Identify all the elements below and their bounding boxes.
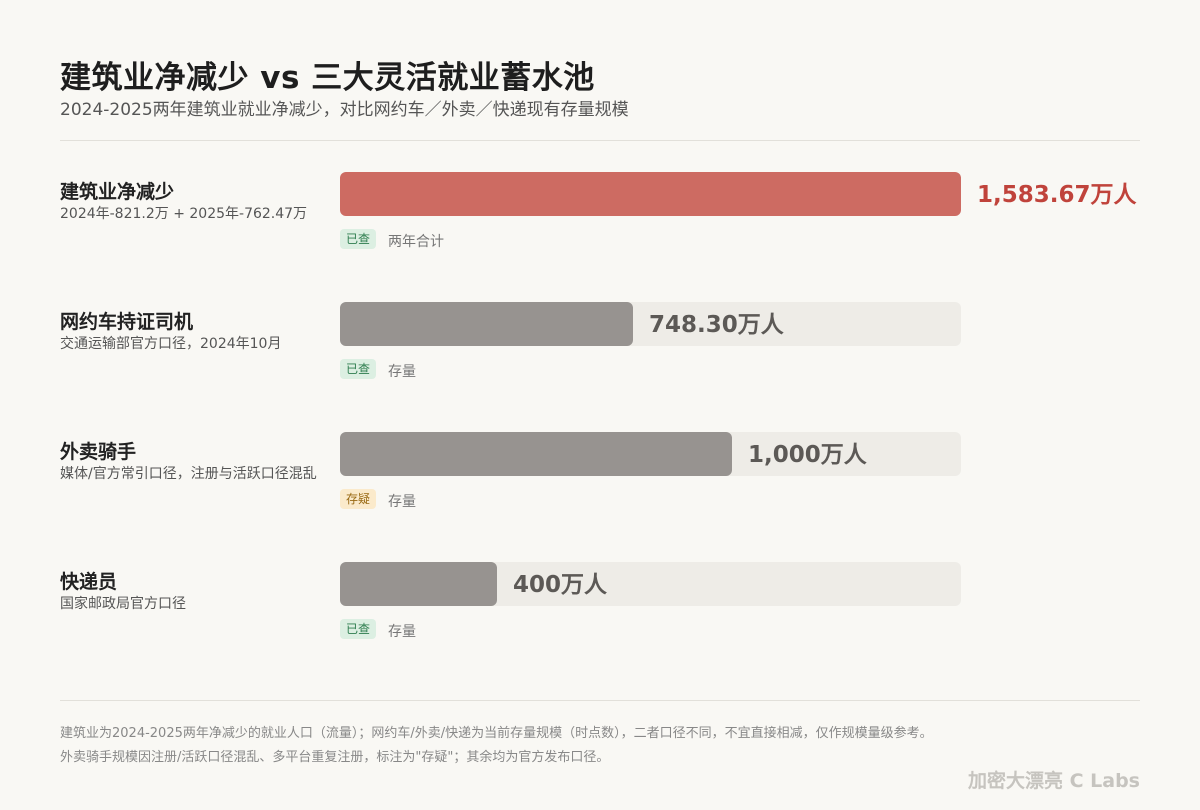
footnote-line-2: 外卖骑手规模因注册/活跃口径混乱、多平台重复注册，标注为"存疑"；其余均为官方发… — [60, 750, 610, 765]
chart-row: 建筑业净减少 2024年-821.2万 + 2025年-762.47万 1,583.… — [0, 172, 1200, 272]
row-category-label: 建筑业净减少 — [60, 181, 175, 203]
chart-title: 建筑业净减少 vs 三大灵活就业蓄水池 — [60, 60, 595, 96]
footnote-line-1: 建筑业为2024-2025两年净减少的就业人口（流量）；网约车/外卖/快递为当前… — [60, 726, 933, 741]
row-category-label: 快递员 — [60, 571, 118, 593]
bar-value-label: 400万人 — [513, 572, 608, 598]
bar — [340, 302, 633, 346]
chart-subtitle: 2024-2025两年建筑业就业净减少，对比网约车／外卖／快递现有存量规模 — [60, 100, 629, 120]
row-category-label: 外卖骑手 — [60, 441, 137, 463]
footer-divider — [60, 700, 1140, 701]
status-badge: 已查 — [340, 619, 377, 639]
bar — [340, 562, 497, 606]
bar — [340, 432, 732, 476]
chart-row: 网约车持证司机交通运输部官方口径，2024年10月 748.30万人已查 存量 — [0, 302, 1200, 402]
status-badge: 已查 — [340, 359, 377, 379]
brand-watermark: 加密大漂亮 C Labs — [967, 770, 1140, 792]
row-tag-note: 存量 — [388, 494, 416, 510]
status-badge: 已查 — [340, 229, 377, 249]
bar-value-label: 1,583.67万人 — [977, 182, 1137, 208]
row-tag-note: 两年合计 — [388, 234, 444, 250]
row-category-label: 网约车持证司机 — [60, 311, 194, 333]
row-source-note: 媒体/官方常引口径，注册与活跃口径混乱 — [60, 466, 317, 482]
bar-value-label: 1,000万人 — [748, 442, 867, 468]
row-tag-note: 存量 — [388, 364, 416, 380]
bar-value-label: 748.30万人 — [649, 312, 784, 338]
chart-row: 外卖骑手媒体/官方常引口径，注册与活跃口径混乱 1,000万人存疑 存量 — [0, 432, 1200, 532]
status-badge: 存疑 — [340, 489, 377, 509]
row-source-note: 国家邮政局官方口径 — [60, 596, 186, 612]
row-source-note: 2024年-821.2万 + 2025年-762.47万 — [60, 206, 308, 222]
row-source-note: 交通运输部官方口径，2024年10月 — [60, 336, 282, 352]
header-divider — [60, 140, 1140, 141]
bar — [340, 172, 961, 216]
chart-row: 快递员国家邮政局官方口径 400万人已查 存量 — [0, 562, 1200, 662]
row-tag-note: 存量 — [388, 624, 416, 640]
